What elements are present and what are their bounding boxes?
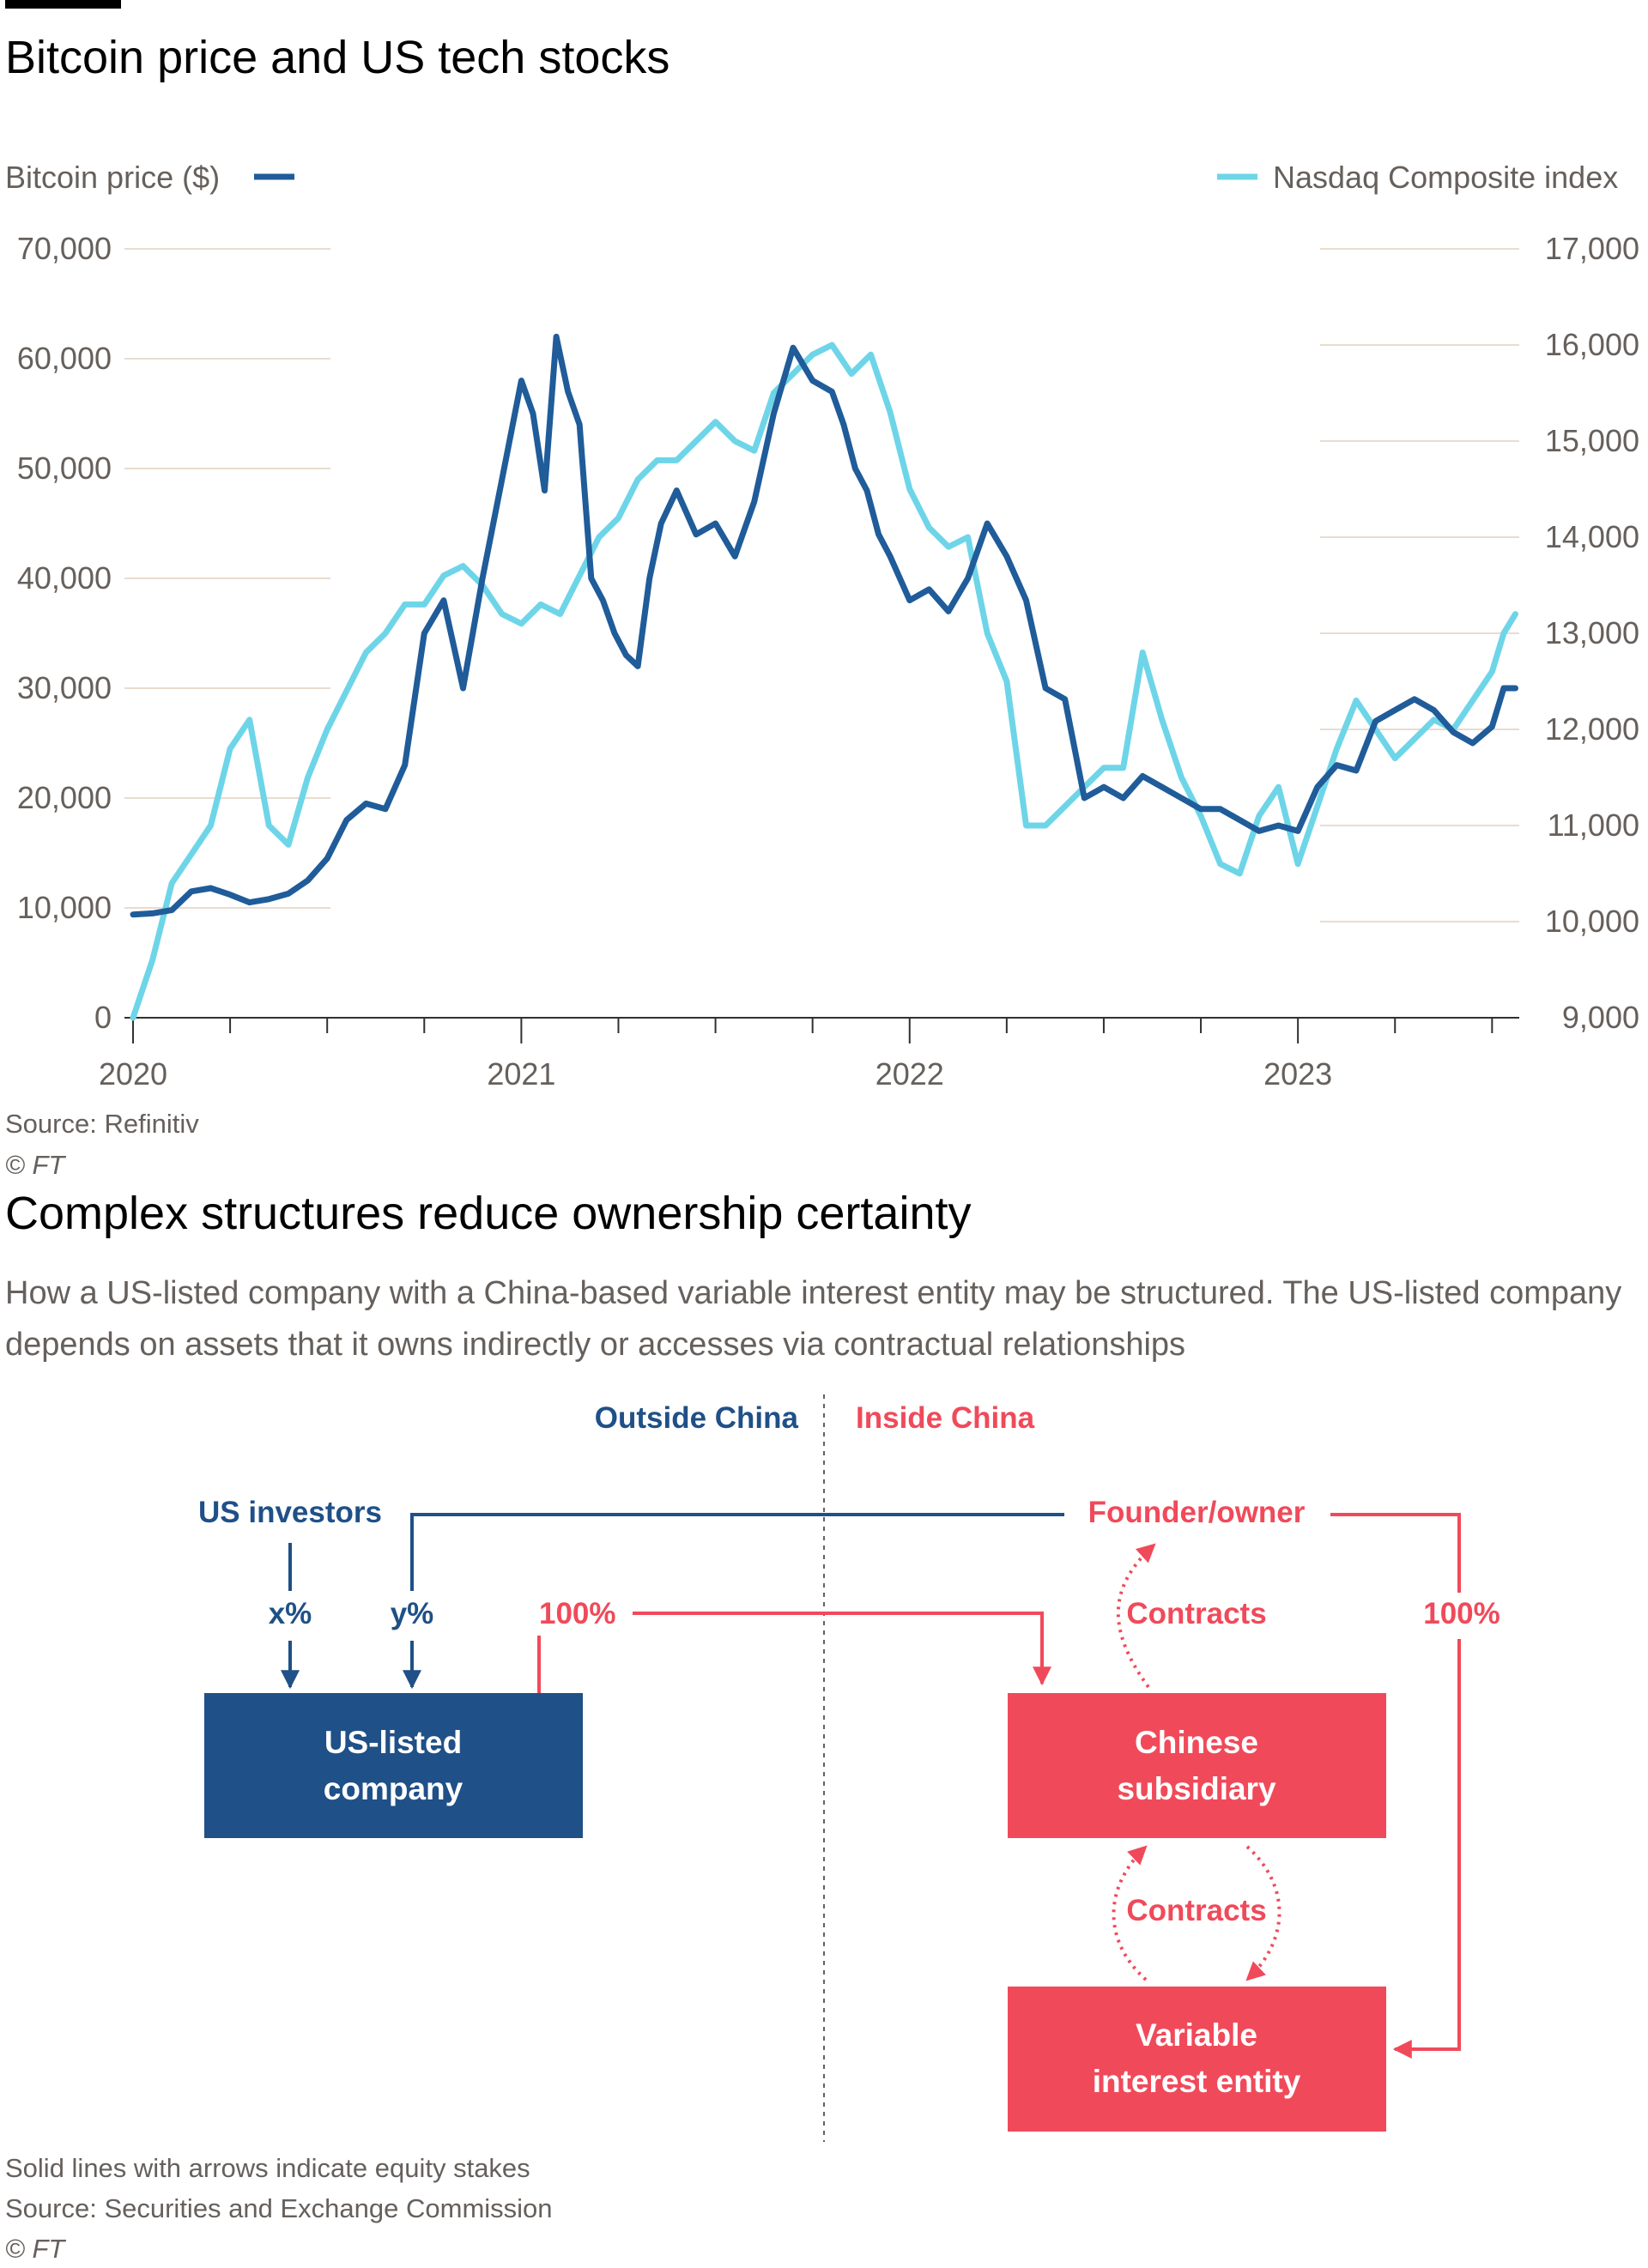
left-tick-label: 20,000 bbox=[17, 780, 112, 815]
left-tick-label: 30,000 bbox=[17, 670, 112, 705]
legend-bitcoin-label: Bitcoin price ($) bbox=[5, 160, 220, 195]
right-tick-label: 13,000 bbox=[1545, 615, 1639, 650]
y-percent-label: y% bbox=[391, 1597, 434, 1630]
left-tick-label: 0 bbox=[94, 1000, 112, 1035]
x-tick-label: 2022 bbox=[876, 1056, 944, 1092]
us-listed-company-box bbox=[204, 1693, 583, 1838]
chinese-subsidiary-box bbox=[1008, 1693, 1386, 1838]
vie-line2: interest entity bbox=[1093, 2064, 1301, 2099]
us-investors-label: US investors bbox=[198, 1496, 382, 1529]
us-listed-line2: company bbox=[324, 1771, 464, 1806]
left-tick-label: 40,000 bbox=[17, 560, 112, 596]
bitcoin-series-line bbox=[130, 333, 1518, 918]
vie-line1: Variable bbox=[1136, 2017, 1257, 2053]
left-tick-label: 60,000 bbox=[17, 341, 112, 376]
contracts-top-arc bbox=[1116, 1543, 1156, 1689]
legend: Bitcoin price ($) Nasdaq Composite index bbox=[5, 160, 1618, 195]
left-axis-ticks: 0 10,000 20,000 30,000 40,000 50,000 60,000 70,… bbox=[17, 231, 112, 1035]
us-listed-line1: US-listed bbox=[324, 1725, 462, 1760]
x-tick-label: 2023 bbox=[1263, 1056, 1332, 1092]
right-tick-label: 9,000 bbox=[1562, 1000, 1639, 1035]
chart1-source: Source: Refinitiv bbox=[5, 1109, 199, 1139]
diagram-copyright: © FT bbox=[5, 2234, 65, 2264]
outside-china-label: Outside China bbox=[595, 1401, 799, 1435]
x-tick-label: 2021 bbox=[487, 1056, 555, 1092]
right-tick-label: 11,000 bbox=[1548, 807, 1639, 843]
ft-top-rule bbox=[5, 0, 121, 9]
chart-series bbox=[130, 333, 1518, 1021]
x-tick-label: 2020 bbox=[99, 1056, 167, 1092]
contracts-mid-label: Contracts bbox=[1126, 1894, 1266, 1927]
right-tick-label: 17,000 bbox=[1545, 231, 1639, 266]
left-tick-label: 70,000 bbox=[17, 231, 112, 266]
diagram-subtitle: How a US-listed company with a China-bas… bbox=[5, 1275, 1622, 1363]
us-100-percent-label: 100% bbox=[539, 1597, 616, 1630]
us-to-sub-arrow bbox=[633, 1612, 1051, 1686]
left-tick-label: 50,000 bbox=[17, 451, 112, 486]
x-axis: 2020 2021 2022 2023 bbox=[99, 1017, 1519, 1092]
contracts-top-label: Contracts bbox=[1126, 1597, 1266, 1630]
x-percent-label: x% bbox=[269, 1597, 312, 1630]
diagram-source: Source: Securities and Exchange Commissi… bbox=[5, 2193, 553, 2223]
right-tick-label: 14,000 bbox=[1545, 519, 1639, 554]
founder-100-percent-label: 100% bbox=[1423, 1597, 1500, 1630]
legend-nasdaq-label: Nasdaq Composite index bbox=[1273, 160, 1618, 195]
founder-stake-line bbox=[410, 1513, 1064, 1591]
chinese-sub-line1: Chinese bbox=[1135, 1725, 1258, 1760]
right-tick-label: 12,000 bbox=[1545, 711, 1639, 747]
chart1-copyright: © FT bbox=[5, 1150, 65, 1180]
line-chart: 0 10,000 20,000 30,000 40,000 50,000 60,000 70,… bbox=[5, 160, 1639, 1092]
right-tick-label: 16,000 bbox=[1545, 327, 1639, 362]
left-tick-label: 10,000 bbox=[17, 890, 112, 925]
inside-china-label: Inside China bbox=[856, 1401, 1035, 1435]
chart-title: Bitcoin price and US tech stocks bbox=[5, 32, 670, 83]
diagram-note: Solid lines with arrows indicate equity … bbox=[5, 2153, 530, 2183]
right-tick-label: 15,000 bbox=[1545, 423, 1639, 458]
founder-owner-label: Founder/owner bbox=[1088, 1496, 1306, 1529]
vie-box bbox=[1008, 1987, 1386, 2132]
chinese-sub-line2: subsidiary bbox=[1117, 1771, 1275, 1806]
founder-to-vie-line-top bbox=[1330, 1513, 1461, 1593]
right-tick-label: 10,000 bbox=[1545, 904, 1639, 939]
right-axis-ticks: 9,000 10,000 11,000 12,000 13,000 14,000 15,00… bbox=[1545, 231, 1639, 1035]
left-gridlines bbox=[124, 248, 330, 909]
nasdaq-series-line bbox=[130, 342, 1518, 1021]
founder-to-vie-arrow bbox=[1392, 1639, 1461, 2059]
contracts-mid-arc-right bbox=[1245, 1845, 1281, 1981]
diagram-title: Complex structures reduce ownership cert… bbox=[5, 1188, 972, 1239]
